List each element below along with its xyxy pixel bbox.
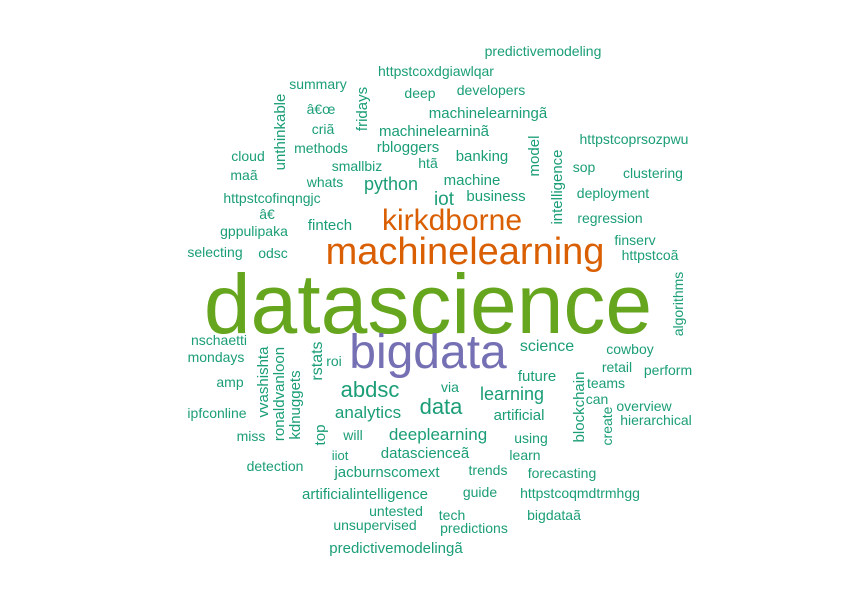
cloud-word-jacburnscomext: jacburnscomext [333, 464, 440, 481]
cloud-word-abdsc: abdsc [341, 377, 400, 402]
cloud-word-httpstco: httpstcoã [622, 247, 679, 263]
cloud-word-kdnuggets: kdnuggets [287, 370, 304, 439]
cloud-word-clustering: clustering [623, 165, 683, 181]
cloud-word-gppulipaka: gppulipaka [220, 223, 288, 239]
cloud-word-future: future [518, 368, 556, 385]
cloud-word-selecting: selecting [187, 244, 242, 260]
cloud-word-predictions: predictions [440, 520, 508, 536]
cloud-word-rstats: rstats [309, 341, 326, 380]
cloud-word-fridays: fridays [354, 87, 371, 131]
cloud-word-cowboy: cowboy [606, 341, 653, 357]
cloud-word-ma: maã [230, 167, 257, 183]
cloud-word-forecasting: forecasting [528, 465, 596, 481]
cloud-word-datascience: datascienceã [381, 445, 470, 462]
cloud-word-model: model [526, 136, 543, 177]
cloud-word-can: can [586, 391, 609, 407]
cloud-word-trends: trends [469, 462, 508, 478]
cloud-word-overview: overview [616, 398, 672, 414]
cloud-word-finserv: finserv [614, 232, 655, 248]
cloud-word-deeplearning: deeplearning [389, 425, 487, 444]
cloud-word-roi: roi [326, 353, 342, 369]
cloud-word-algorithms: algorithms [670, 272, 686, 337]
cloud-word-analytics: analytics [335, 403, 401, 422]
cloud-word-httpstcoxdgiawlqar: httpstcoxdgiawlqar [378, 63, 494, 79]
cloud-word-rbloggers: rbloggers [377, 139, 440, 156]
cloud-word-using: using [514, 430, 547, 446]
cloud-word-machinelearning: machinelearningã [429, 105, 548, 122]
cloud-word-hierarchical: hierarchical [620, 412, 692, 428]
cloud-word-predictivemodeling: predictivemodeling [485, 43, 602, 59]
cloud-word-miss: miss [237, 428, 266, 444]
cloud-word-odsc: odsc [258, 245, 288, 261]
cloud-word-datascience: datascience [204, 257, 652, 351]
cloud-word-learn: learn [509, 447, 540, 463]
cloud-word-ronaldvanloon: ronaldvanloon [271, 347, 288, 441]
cloud-word-methods: methods [294, 140, 348, 156]
cloud-word-tech: tech [439, 507, 465, 523]
cloud-word-httpstcoprsozpwu: httpstcoprsozpwu [580, 131, 689, 147]
cloud-word-unsupervised: unsupervised [333, 517, 416, 533]
cloud-word-bigdata: bigdataã [527, 507, 581, 523]
cloud-word-python: python [364, 174, 418, 194]
cloud-word-summary: summary [289, 76, 347, 92]
cloud-word-fintech: fintech [308, 217, 352, 234]
cloud-word-ht: htã [418, 155, 438, 171]
cloud-word-banking: banking [456, 148, 509, 165]
cloud-word-untested: untested [369, 503, 423, 519]
cloud-word-regression: regression [577, 210, 642, 226]
cloud-word-httpstcoqmdtrmhgg: httpstcoqmdtrmhgg [520, 485, 640, 501]
cloud-word-machinelearning: machinelearning [326, 231, 605, 273]
cloud-word-via: via [441, 379, 459, 395]
cloud-word-vvashishta: vvashishta [255, 346, 272, 418]
cloud-word-science: science [520, 338, 574, 355]
cloud-word-detection: detection [247, 458, 304, 474]
cloud-word-create: create [599, 406, 615, 445]
cloud-word-artificialintelligence: artificialintelligence [302, 486, 428, 503]
cloud-word-nschaetti: nschaetti [191, 332, 247, 348]
cloud-word-predictivemodeling: predictivemodelingã [329, 540, 463, 557]
cloud-word-unthinkable: unthinkable [272, 94, 289, 171]
cloud-word-kirkdborne: kirkdborne [382, 204, 522, 237]
cloud-word-cri: criã [312, 121, 335, 137]
cloud-word-cloud: cloud [231, 148, 264, 164]
cloud-word-iiot: iiot [332, 448, 349, 463]
cloud-word-artificial: artificial [494, 407, 545, 424]
cloud-word-developers: developers [457, 82, 526, 98]
cloud-word-httpstcofinqngjc: httpstcofinqngjc [223, 190, 320, 206]
cloud-word-machinelearnin: machinelearninã [379, 123, 490, 140]
cloud-word-sop: sop [573, 159, 596, 175]
cloud-word-mondays: mondays [188, 349, 245, 365]
cloud-word-deep: deep [404, 85, 435, 101]
cloud-word-teams: teams [587, 375, 625, 391]
cloud-word-top: top [312, 425, 329, 446]
cloud-word-business: business [466, 188, 525, 205]
cloud-word-retail: retail [602, 359, 632, 375]
cloud-word-word-64: â€ [259, 206, 275, 222]
cloud-word-machine: machine [444, 172, 501, 189]
cloud-word-deployment: deployment [577, 185, 649, 201]
cloud-word-iot: iot [434, 189, 455, 210]
cloud-word-amp: amp [216, 374, 243, 390]
cloud-word-perform: perform [644, 362, 692, 378]
cloud-word-ipfconline: ipfconline [187, 405, 246, 421]
cloud-word-data: data [420, 394, 464, 419]
cloud-word-blockchain: blockchain [571, 372, 588, 443]
cloud-word-will: will [342, 427, 362, 443]
cloud-word-word-63: â€œ [307, 101, 336, 117]
cloud-word-learning: learning [480, 384, 544, 404]
cloud-word-bigdata: bigdata [349, 326, 507, 379]
cloud-word-intelligence: intelligence [549, 149, 566, 224]
cloud-word-guide: guide [463, 484, 497, 500]
cloud-word-smallbiz: smallbiz [332, 158, 383, 174]
cloud-word-whats: whats [306, 174, 344, 190]
